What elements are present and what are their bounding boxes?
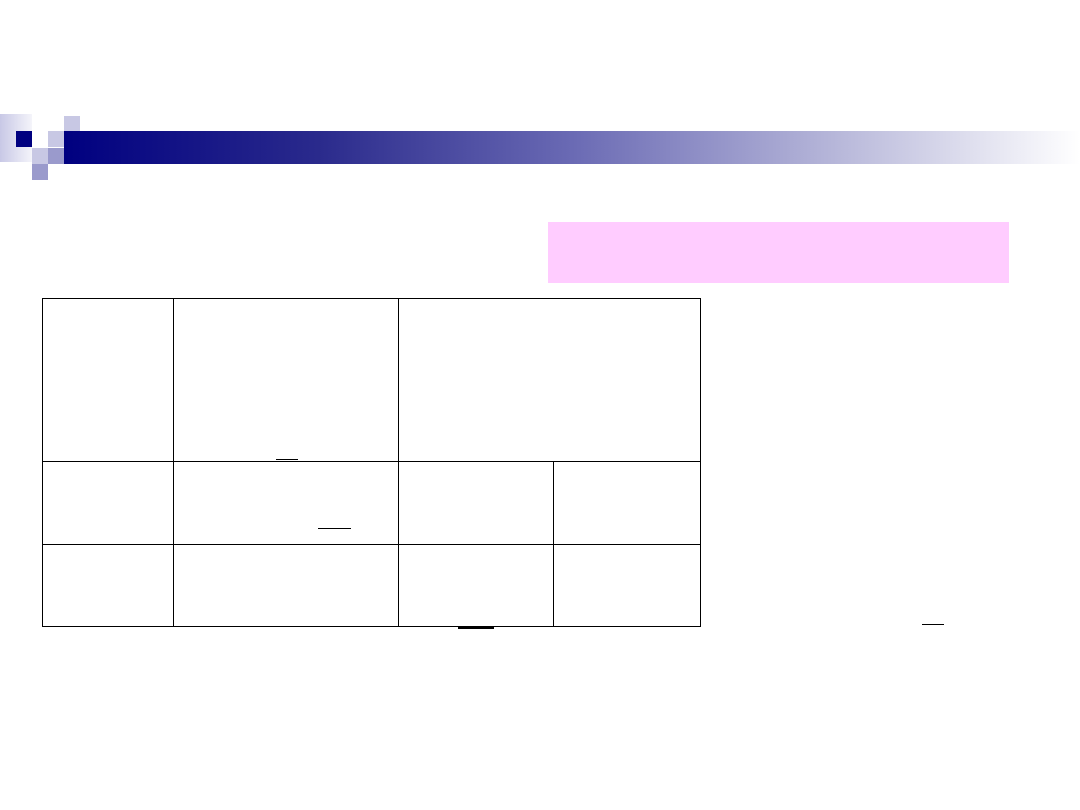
logo-square — [32, 148, 48, 164]
header-bar — [64, 131, 1080, 164]
table-divider — [43, 461, 700, 462]
data-table — [42, 298, 701, 629]
logo-square — [16, 131, 32, 147]
table-divider — [398, 299, 399, 626]
logo-square — [32, 164, 48, 180]
table-divider — [553, 461, 554, 626]
highlight-box — [548, 222, 1009, 283]
logo-square — [48, 148, 64, 164]
logo-square — [64, 116, 80, 132]
fraction-bar — [458, 627, 494, 629]
logo-square — [48, 131, 64, 147]
table-divider — [43, 544, 700, 545]
table-divider — [173, 299, 174, 626]
fraction-bar — [318, 528, 351, 529]
fraction-bar — [922, 624, 944, 625]
fraction-bar — [276, 459, 298, 460]
